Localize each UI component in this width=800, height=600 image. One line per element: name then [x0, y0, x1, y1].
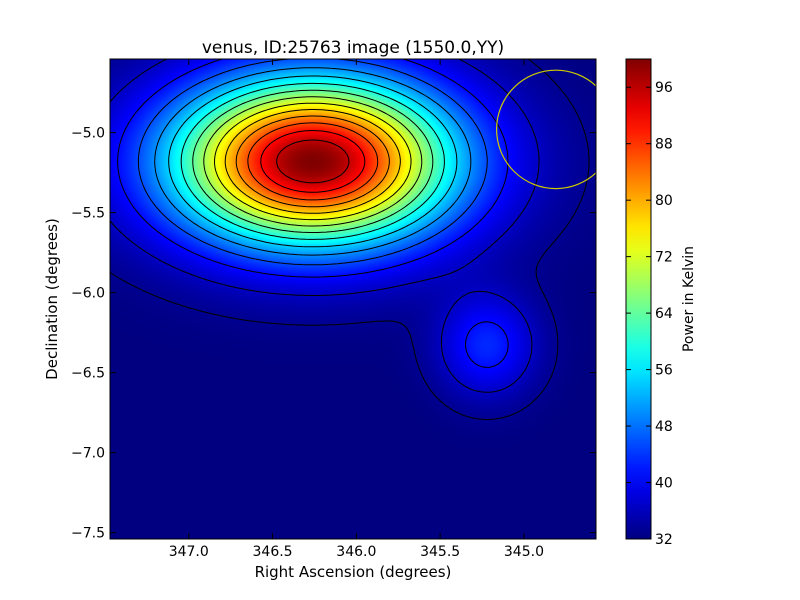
- contour-line: [110, 59, 590, 420]
- x-tick-label: 346.5: [253, 544, 293, 560]
- contour-line: [224, 109, 401, 214]
- contour-line: [180, 82, 445, 240]
- y-axis-label: Declination (degrees): [43, 218, 61, 380]
- colorbar-tick-label: 88: [655, 137, 673, 153]
- chart-title: venus, ID:25763 image (1550.0,YY): [202, 38, 504, 58]
- contour-line: [214, 102, 412, 221]
- contour-line: [154, 67, 472, 256]
- y-tick-label: −7.5: [71, 526, 105, 542]
- colorbar-tick-label: 64: [655, 306, 673, 322]
- y-tick-label: −5.0: [71, 126, 105, 142]
- colorbar: 32 40 48 56 64 72 80 88 96 Power in Kelvin: [625, 58, 697, 548]
- marker-circle: [495, 69, 596, 190]
- y-tick-label: −5.5: [71, 206, 105, 222]
- colorbar-tick-label: 72: [655, 250, 673, 266]
- contour-line: [110, 59, 540, 393]
- x-tick-label: 347.0: [169, 544, 209, 560]
- contour-line: [260, 130, 366, 193]
- y-tick-label: −6.5: [71, 366, 105, 382]
- contour-line: [168, 75, 458, 248]
- colorbar-ticks: 32 40 48 56 64 72 80 88 96: [626, 80, 673, 548]
- colorbar-tick-label: 48: [655, 419, 673, 435]
- contour-line: [247, 122, 379, 201]
- colorbar-tick-label: 96: [655, 80, 673, 96]
- contour-line: [203, 96, 423, 227]
- y-axis-ticks: −5.0 −5.5 −6.0 −6.5 −7.0 −7.5: [71, 126, 596, 542]
- contour-line: [192, 89, 434, 233]
- contour-line: [235, 115, 390, 208]
- colorbar-gradient: [625, 58, 652, 540]
- colorbar-tick-label: 40: [655, 476, 673, 492]
- colorbar-tick-label: 80: [655, 193, 673, 209]
- x-tick-label: 345.5: [420, 544, 460, 560]
- colorbar-tick-label: 56: [655, 363, 673, 379]
- contour-line: [276, 139, 350, 184]
- plot-frame: [109, 58, 597, 540]
- y-tick-label: −6.0: [71, 286, 105, 302]
- colorbar-tick-label: 32: [655, 532, 673, 548]
- x-tick-label: 346.0: [336, 544, 376, 560]
- contour-line: [117, 59, 509, 368]
- contour-lines: [110, 59, 590, 420]
- contour-line: [137, 59, 488, 266]
- plot-area: [109, 58, 597, 540]
- x-axis-ticks: 347.0 346.5 346.0 345.5 345.0: [169, 59, 544, 560]
- x-tick-label: 345.0: [504, 544, 544, 560]
- heatmap-image: [110, 59, 596, 539]
- y-tick-label: −7.0: [71, 446, 105, 462]
- x-axis-label: Right Ascension (degrees): [255, 563, 452, 581]
- colorbar-label: Power in Kelvin: [681, 246, 697, 352]
